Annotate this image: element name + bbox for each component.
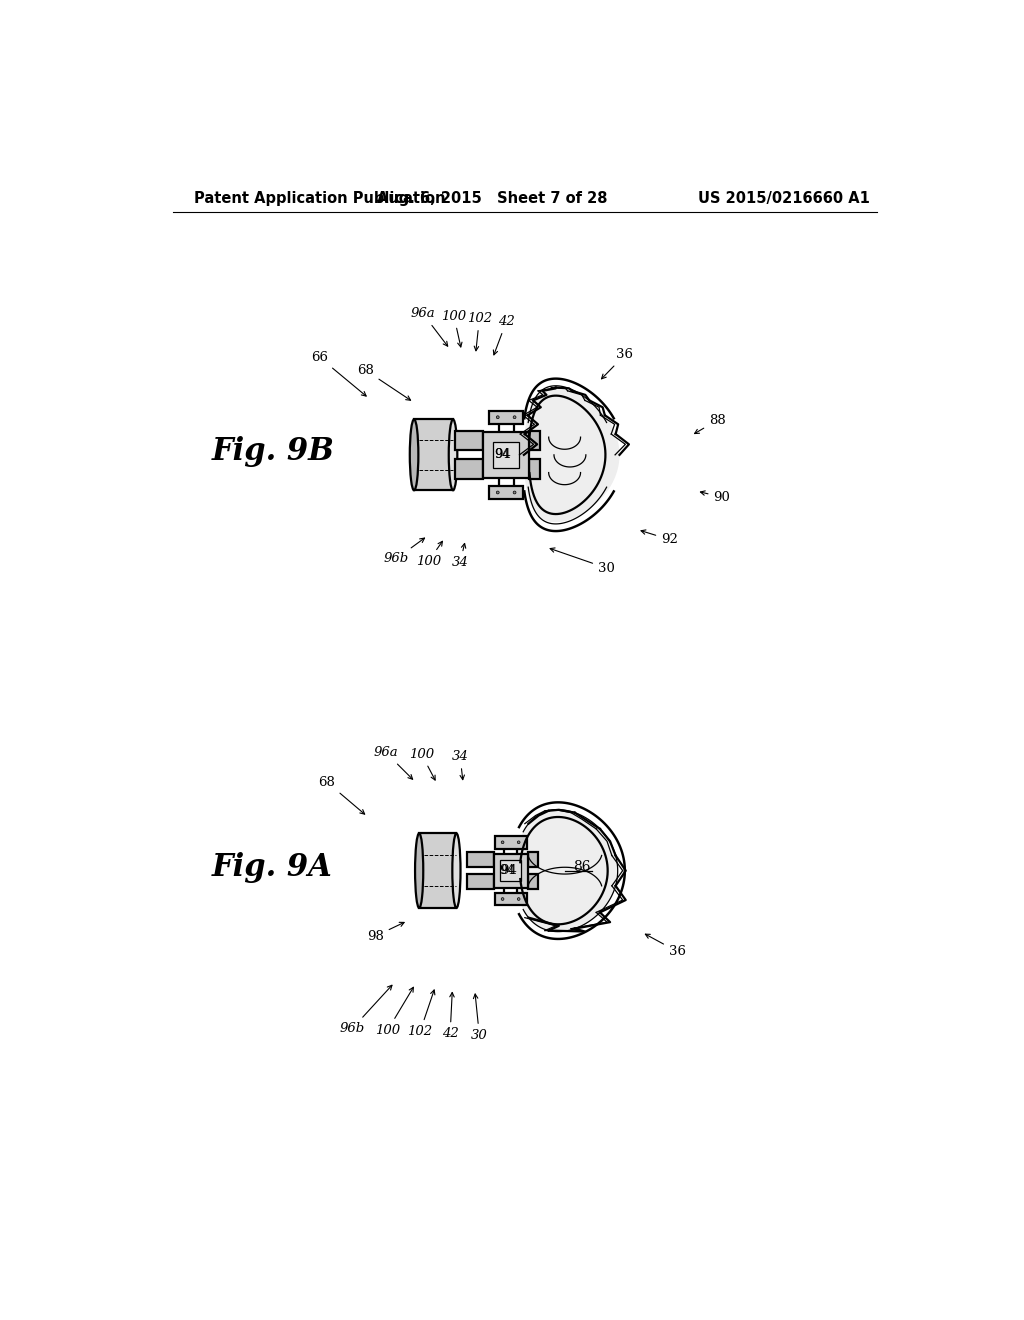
Text: 100: 100 [409,748,435,780]
Text: 94: 94 [495,449,511,462]
Text: 30: 30 [471,994,487,1041]
Text: 102: 102 [408,990,435,1038]
Text: 36: 36 [645,935,686,958]
Text: 94: 94 [500,865,516,878]
Polygon shape [483,432,529,478]
Polygon shape [524,388,620,523]
Text: 102: 102 [467,312,492,351]
Polygon shape [494,854,527,887]
Circle shape [501,898,504,900]
Polygon shape [495,892,526,906]
Polygon shape [489,486,523,499]
Polygon shape [529,459,540,479]
Text: 98: 98 [367,923,404,942]
Circle shape [497,416,499,418]
Text: 88: 88 [694,413,726,433]
Ellipse shape [410,420,419,490]
Text: 96b: 96b [384,539,425,565]
Text: 34: 34 [452,544,469,569]
Text: 94: 94 [494,449,510,462]
Ellipse shape [415,833,423,908]
Text: 30: 30 [550,548,614,574]
Circle shape [513,491,516,494]
Text: 68: 68 [357,363,411,400]
Ellipse shape [453,833,461,908]
Polygon shape [501,861,521,880]
Polygon shape [455,430,483,450]
Text: 100: 100 [375,987,414,1036]
Polygon shape [495,836,526,849]
Text: 96a: 96a [411,308,447,346]
Polygon shape [414,420,453,490]
Text: Aug. 6, 2015   Sheet 7 of 28: Aug. 6, 2015 Sheet 7 of 28 [377,191,607,206]
Polygon shape [527,851,538,867]
Circle shape [513,416,516,418]
Circle shape [517,841,520,843]
Polygon shape [527,874,538,890]
Text: 86: 86 [573,861,591,874]
Polygon shape [515,809,617,932]
Text: 36: 36 [601,348,634,379]
Text: Fig. 9B: Fig. 9B [211,436,334,467]
Text: 34: 34 [452,750,469,780]
Polygon shape [419,833,457,908]
Text: 94: 94 [500,865,515,878]
Circle shape [517,898,520,900]
Polygon shape [493,442,519,469]
Text: 42: 42 [441,993,459,1040]
Text: 68: 68 [318,776,365,814]
Polygon shape [529,430,540,450]
Text: US 2015/0216660 A1: US 2015/0216660 A1 [698,191,869,206]
Circle shape [501,841,504,843]
Text: 92: 92 [641,529,678,546]
Text: Patent Application Publication: Patent Application Publication [194,191,445,206]
Text: 100: 100 [416,541,442,568]
Text: 96b: 96b [340,985,392,1035]
Text: 90: 90 [700,491,730,504]
Polygon shape [489,411,523,424]
Polygon shape [455,459,483,479]
Polygon shape [467,851,494,867]
Text: 42: 42 [494,315,515,355]
Polygon shape [467,874,494,890]
Text: 96a: 96a [374,746,413,779]
Text: 66: 66 [310,351,367,396]
Text: Fig. 9A: Fig. 9A [211,851,332,883]
Text: 100: 100 [441,310,467,347]
Ellipse shape [449,420,458,490]
Circle shape [497,491,499,494]
